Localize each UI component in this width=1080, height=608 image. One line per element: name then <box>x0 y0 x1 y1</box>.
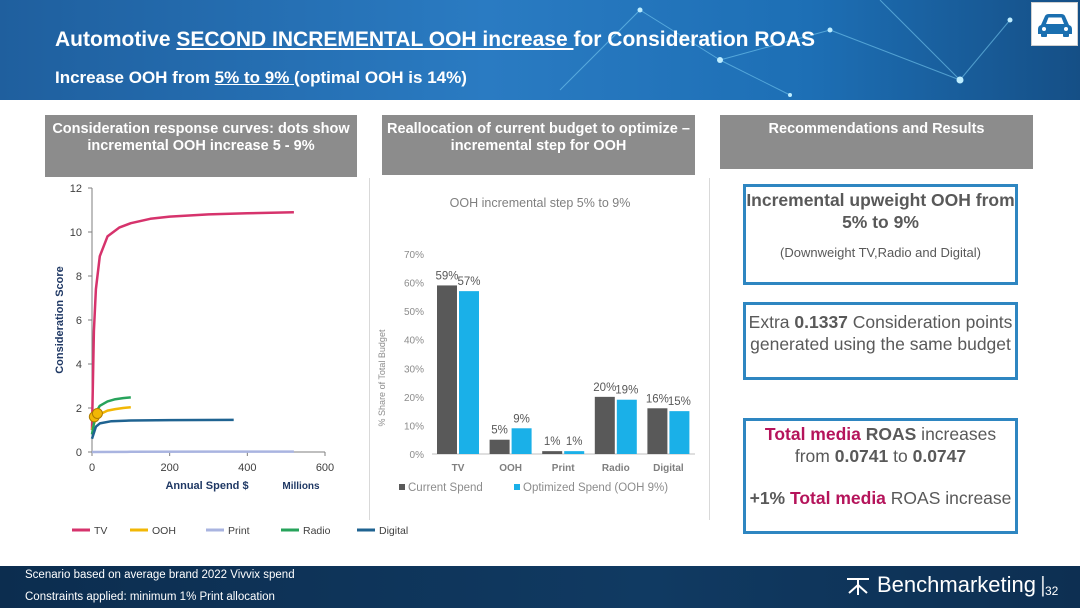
bar-category-label: Print <box>552 463 575 474</box>
footer-note-scenario: Scenario based on average brand 2022 Viv… <box>25 569 295 581</box>
y-tick-label: 8 <box>76 271 82 283</box>
bar-y-tick-label: 0% <box>410 450 425 461</box>
y-tick-label: 6 <box>76 315 82 327</box>
y-tick-label: 2 <box>76 403 82 415</box>
bar-chart-title: OOH incremental step 5% to 9% <box>450 196 631 210</box>
extra-points-text: Extra 0.1337 Consideration points genera… <box>748 312 1013 354</box>
network-background <box>559 0 1013 97</box>
footer-note-constraints: Constraints applied: minimum 1% Print al… <box>25 591 275 603</box>
curve-tv <box>90 210 294 431</box>
brand-logo: Benchmarketing | <box>845 572 1046 598</box>
brand-mark-icon <box>847 578 869 595</box>
bar-y-tick-label: 60% <box>404 279 424 290</box>
upweight-title: Incremental upweight OOH from 5% to 9% <box>746 190 1015 232</box>
bar-value-label: 19% <box>615 385 638 397</box>
bar-y-tick-label: 20% <box>404 393 424 404</box>
bar-print-current <box>542 451 563 454</box>
bar-legend-swatch-optimized <box>514 484 520 490</box>
bar-radio-current <box>594 396 615 454</box>
y-tick-label: 4 <box>76 359 82 371</box>
bar-y-tick-label: 10% <box>404 421 424 432</box>
bar-value-label: 20% <box>593 382 616 394</box>
roas-percent-text: +1% Total media ROAS increase <box>749 488 1012 508</box>
bar-ooh-optimized <box>511 428 532 454</box>
page-number: 32 <box>1045 584 1059 598</box>
footer-bar <box>0 566 1080 608</box>
page-subtitle: Increase OOH from 5% to 9% (optimal OOH … <box>55 68 467 87</box>
response-curves-heading: Consideration response curves: dots show… <box>45 115 357 177</box>
car-icon <box>1031 2 1078 46</box>
legend-label-ooh: OOH <box>152 525 176 537</box>
divider-left <box>369 178 370 520</box>
brand-name: Benchmarketing <box>877 572 1036 597</box>
y-axis-label: Consideration Score <box>54 266 66 374</box>
bar-value-label: 59% <box>435 270 458 282</box>
divider-right <box>709 178 710 520</box>
ooh-dot-2 <box>91 408 103 419</box>
bar-category-label: OOH <box>499 463 522 474</box>
bar-legend-label-optimized: Optimized Spend (OOH 9%) <box>523 482 668 494</box>
x-tick-label: 600 <box>316 462 334 474</box>
x-tick-label: 0 <box>89 462 95 474</box>
bar-y-tick-label: 70% <box>404 250 424 261</box>
bar-digital-optimized <box>669 411 690 454</box>
bar-legend-label-current: Current Spend <box>408 482 483 494</box>
y-tick-label: 0 <box>76 447 82 459</box>
downweight-note: (Downweight TV,Radio and Digital) <box>780 245 981 260</box>
bar-value-label: 15% <box>668 396 691 408</box>
x-axis-label: Annual Spend $ <box>165 480 248 492</box>
bar-digital-current <box>647 408 668 454</box>
bar-category-label: Radio <box>602 463 630 474</box>
bar-value-label: 57% <box>457 276 480 288</box>
legend-label-digital: Digital <box>379 525 408 537</box>
extra-points-box: Extra 0.1337 Consideration points genera… <box>743 302 1018 380</box>
recommendation-upweight-box: Incremental upweight OOH from 5% to 9% (… <box>743 184 1018 285</box>
bar-y-tick-label: 40% <box>404 336 424 347</box>
curve-digital <box>90 418 234 440</box>
bar-y-tick-label: 50% <box>404 307 424 318</box>
x-tick-label: 400 <box>238 462 256 474</box>
x-tick-label: 200 <box>160 462 178 474</box>
bar-print-optimized <box>564 451 585 454</box>
header-banner: Automotive SECOND INCREMENTAL OOH increa… <box>0 0 1080 100</box>
page-title: Automotive SECOND INCREMENTAL OOH increa… <box>55 28 815 51</box>
roas-results-box: Total media ROAS increases from 0.0741 t… <box>743 418 1018 534</box>
bar-ooh-current <box>489 439 510 454</box>
bar-value-label: 9% <box>513 413 530 425</box>
bar-value-label: 5% <box>491 425 508 437</box>
bar-legend-swatch-current <box>399 484 405 490</box>
legend-label-radio: Radio <box>303 525 331 537</box>
legend-label-print: Print <box>228 525 250 537</box>
recommendations-heading: Recommendations and Results <box>720 115 1033 169</box>
bar-tv-current <box>437 285 457 454</box>
y-tick-label: 10 <box>70 227 82 239</box>
bar-value-label: 1% <box>566 436 583 448</box>
reallocation-heading: Reallocation of current budget to optimi… <box>382 115 695 175</box>
bar-tv-optimized <box>459 291 479 454</box>
bar-value-label: 1% <box>544 436 561 448</box>
bar-y-tick-label: 30% <box>404 364 424 375</box>
bar-y-axis-label: % Share of Total Budget <box>377 329 387 426</box>
legend-label-tv: TV <box>94 525 107 537</box>
roas-increase-text: Total media ROAS increases from 0.0741 t… <box>764 424 997 466</box>
y-tick-label: 12 <box>70 183 82 195</box>
bar-category-label: Digital <box>653 463 684 474</box>
bar-category-label: TV <box>452 463 465 474</box>
bar-radio-optimized <box>616 399 637 454</box>
x-axis-unit-label: Millions <box>282 481 320 492</box>
bar-value-label: 16% <box>646 393 669 405</box>
